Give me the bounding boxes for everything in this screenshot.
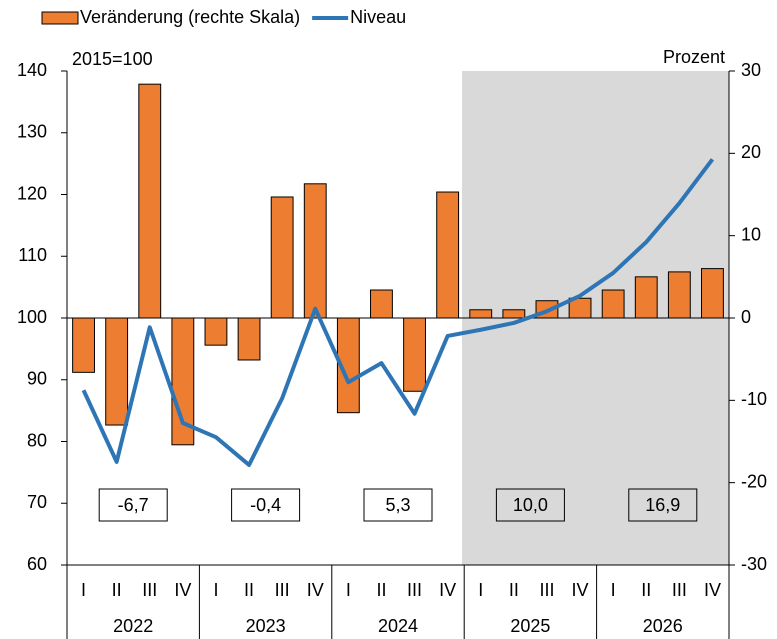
y2-tick-label: 20 bbox=[741, 142, 761, 162]
y-axis-unit: 2015=100 bbox=[72, 49, 153, 69]
legend-label: Veränderung (rechte Skala) bbox=[80, 7, 300, 27]
annotation-box bbox=[231, 488, 301, 522]
annotation-box bbox=[495, 488, 565, 522]
x-tick-label: IV bbox=[572, 580, 589, 600]
y-tick-label: 90 bbox=[27, 369, 47, 389]
x-tick-label: I bbox=[611, 580, 616, 600]
bar bbox=[105, 317, 129, 426]
bar bbox=[72, 317, 95, 373]
x-tick-label: II bbox=[376, 580, 386, 600]
y-tick-label: 130 bbox=[17, 122, 47, 142]
y2-tick-label: -10 bbox=[741, 389, 767, 409]
x-tick-label: IV bbox=[704, 580, 721, 600]
x-tick-label: I bbox=[346, 580, 351, 600]
y-tick-label: 100 bbox=[17, 307, 47, 327]
y2-tick-label: 10 bbox=[741, 224, 761, 244]
annotation-box bbox=[628, 488, 698, 522]
x-tick-label: IV bbox=[307, 580, 324, 600]
bar bbox=[138, 83, 162, 319]
bar bbox=[667, 271, 691, 319]
bar bbox=[634, 276, 658, 319]
x-tick-label: III bbox=[142, 580, 157, 600]
y2-tick-label: 30 bbox=[741, 60, 761, 80]
x-tick-label: II bbox=[641, 580, 651, 600]
x-tick-label: III bbox=[407, 580, 422, 600]
annotation: -6,7 bbox=[118, 495, 149, 515]
line bbox=[81, 158, 715, 467]
bar bbox=[568, 297, 592, 319]
legend-swatch bbox=[41, 11, 79, 25]
x-tick-label: III bbox=[539, 580, 554, 600]
annotation: 5,3 bbox=[385, 495, 410, 515]
annotation-box bbox=[98, 488, 168, 522]
y-tick-label: 110 bbox=[18, 245, 47, 265]
bar bbox=[270, 196, 294, 319]
bar bbox=[336, 317, 360, 414]
year-label: 2026 bbox=[643, 616, 683, 636]
y-tick-label: 70 bbox=[27, 492, 47, 512]
annotation: -0,4 bbox=[250, 495, 281, 515]
bar bbox=[370, 289, 393, 319]
y-tick-label: 140 bbox=[17, 60, 47, 80]
x-tick-label: I bbox=[478, 580, 483, 600]
x-tick-label: I bbox=[81, 580, 86, 600]
y-tick-label: 80 bbox=[27, 430, 47, 450]
bar bbox=[303, 183, 327, 319]
x-tick-label: II bbox=[244, 580, 254, 600]
annotation-box bbox=[363, 488, 433, 522]
x-tick-label: III bbox=[275, 580, 290, 600]
bar bbox=[204, 317, 228, 346]
year-label: 2024 bbox=[378, 616, 418, 636]
y2-tick-label: 0 bbox=[741, 307, 751, 327]
bar bbox=[237, 317, 261, 361]
x-tick-label: II bbox=[112, 580, 122, 600]
bar bbox=[701, 268, 724, 319]
annotation: 10,0 bbox=[513, 495, 548, 515]
x-tick-label: IV bbox=[174, 580, 191, 600]
y2-tick-label: -20 bbox=[741, 471, 767, 491]
bar bbox=[469, 309, 493, 319]
x-tick-label: IV bbox=[439, 580, 456, 600]
bar bbox=[403, 317, 426, 392]
y-tick-label: 120 bbox=[17, 183, 47, 203]
year-label: 2022 bbox=[113, 616, 153, 636]
y2-tick-label: -30 bbox=[741, 554, 767, 574]
annotation: 16,9 bbox=[645, 495, 680, 515]
y2-axis-unit: Prozent bbox=[663, 47, 725, 67]
bar bbox=[601, 289, 625, 319]
year-label: 2023 bbox=[246, 616, 286, 636]
bar bbox=[436, 191, 460, 319]
year-label: 2025 bbox=[510, 616, 550, 636]
x-tick-label: III bbox=[672, 580, 687, 600]
bar bbox=[502, 309, 526, 319]
y-tick-label: 60 bbox=[27, 554, 47, 574]
x-tick-label: II bbox=[509, 580, 519, 600]
x-tick-label: I bbox=[213, 580, 218, 600]
legend-label: Niveau bbox=[350, 7, 406, 27]
